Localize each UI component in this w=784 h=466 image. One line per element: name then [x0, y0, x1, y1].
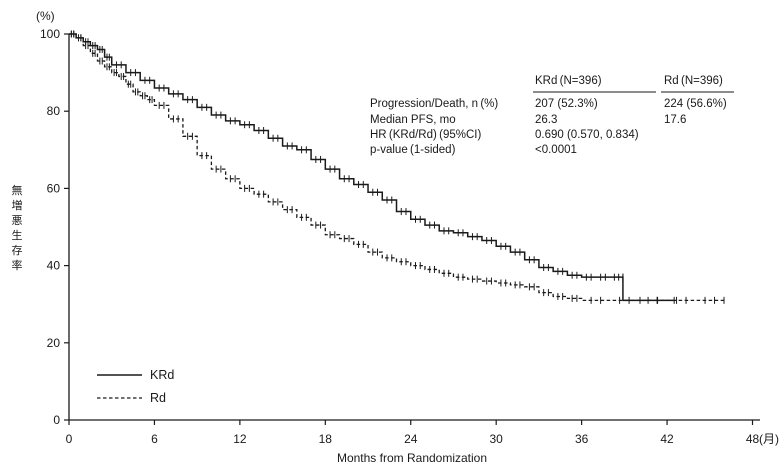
y-tick-label: 0: [53, 413, 60, 427]
x-tick-label: 0: [66, 432, 73, 446]
y-axis-title-char: 無: [12, 183, 23, 197]
legend-label-rd: Rd: [150, 391, 166, 405]
stats-row-krd: <0.0001: [535, 144, 577, 156]
y-axis-title-char: 悪: [12, 214, 23, 227]
axes: [68, 34, 760, 421]
y-tick-label: 80: [47, 104, 61, 118]
stats-row-krd: 207 (52.3%): [535, 98, 598, 110]
x-tick-label: 12: [233, 432, 247, 446]
x-tick-label: 18: [319, 432, 333, 446]
series-line-rd: [69, 33, 725, 301]
y-axis-title-char: 生: [12, 228, 23, 242]
stats-row-krd: 0.690 (0.570, 0.834): [535, 129, 639, 141]
survival-curves: [69, 30, 725, 304]
stats-row-label: p-value (1-sided): [370, 144, 456, 156]
y-axis-title-char: 率: [12, 258, 23, 272]
legend: KRd Rd: [97, 368, 174, 405]
y-tick-label: 20: [47, 336, 61, 350]
x-axis-title: Months from Randomization: [337, 451, 487, 465]
y-tick-label: 60: [47, 181, 61, 195]
legend-label-krd: KRd: [150, 368, 174, 382]
series-line-krd: [69, 33, 675, 302]
y-axis-title-char: 増: [12, 199, 23, 212]
y-tick-label: 40: [47, 259, 61, 273]
x-tick-label: 30: [490, 432, 504, 446]
y-axis-title-char: 存: [12, 243, 23, 257]
stats-table: KRd (N=396) Rd (N=396) Progression/Death…: [370, 75, 734, 156]
x-tick-label: 6: [151, 432, 158, 446]
stats-row-rd: 17.6: [664, 114, 686, 126]
stats-row-label: Median PFS, mo: [370, 114, 456, 126]
stats-header-rd: Rd (N=396): [664, 75, 723, 87]
stats-row-label: HR (KRd/Rd) (95%CI): [370, 129, 481, 141]
x-tick-label: 48: [746, 432, 760, 446]
y-ticks: 0 20 40 60 80 100: [40, 27, 69, 427]
y-tick-label: 100: [40, 27, 60, 41]
stats-row-label: Progression/Death, n (%): [370, 98, 498, 110]
stats-header-krd: KRd (N=396): [535, 75, 602, 87]
x-tick-label: 36: [575, 432, 589, 446]
y-unit-label: (%): [36, 9, 55, 23]
x-ticks: 0 6 12 18 24 30 36 42 48: [66, 420, 760, 446]
x-unit-label: (月): [759, 432, 779, 446]
stats-row-krd: 26.3: [535, 114, 557, 126]
x-tick-label: 24: [404, 432, 418, 446]
stats-row-rd: 224 (56.6%): [664, 98, 727, 110]
x-tick-label: 42: [660, 432, 674, 446]
